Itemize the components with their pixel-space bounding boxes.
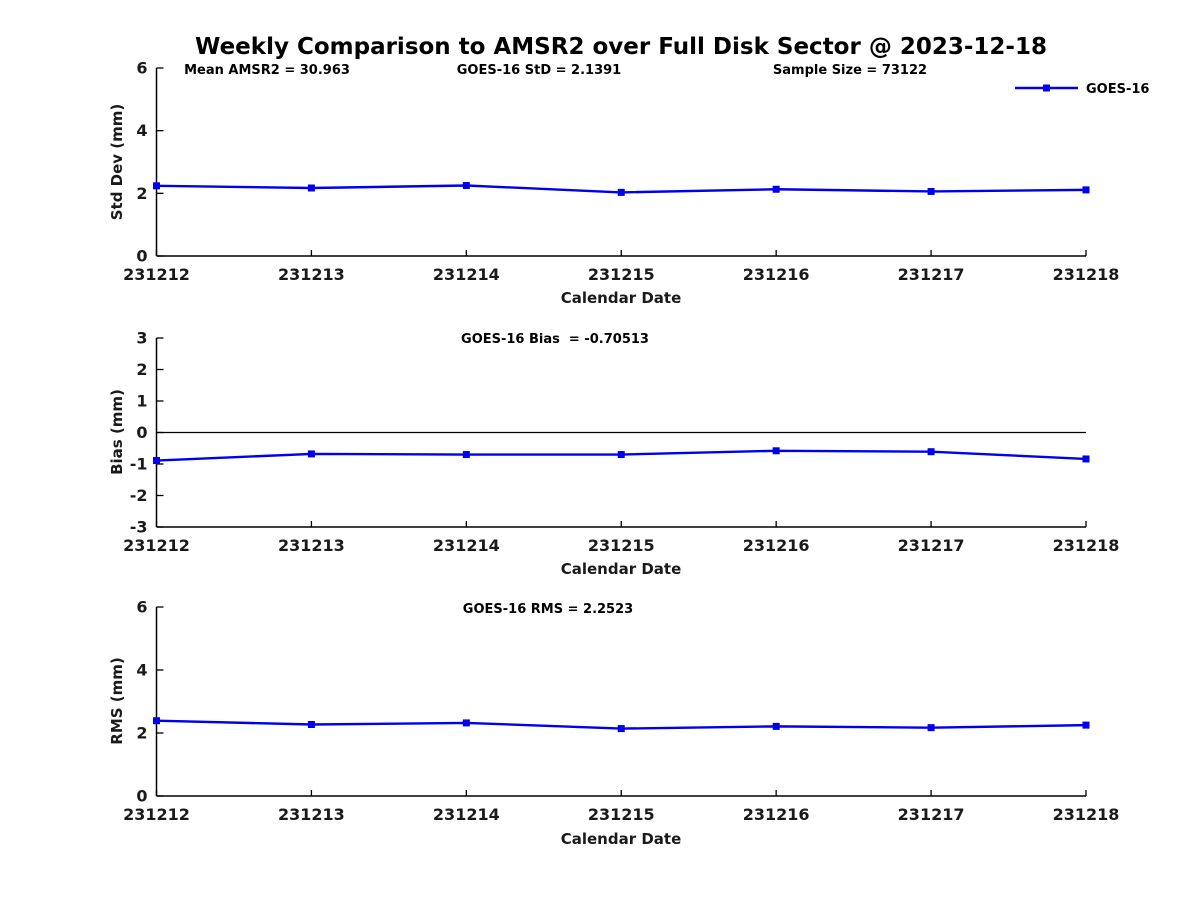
data-point-marker [153, 182, 160, 190]
annotation-goes16-std: GOES-16 StD = 2.1391 [457, 63, 621, 78]
bias-plot-area: -3 -2 -1 0 1 2 3 231212 231213 231214 231215 231216… [123, 329, 1119, 556]
data-point-marker [307, 720, 315, 728]
y-tick-label: 1 [136, 392, 147, 411]
annotation-mean-amsr2: Mean AMSR2 = 30.963 [184, 63, 350, 78]
x-tick-label: 231218 [1053, 805, 1120, 824]
x-tick-label: 231216 [743, 805, 810, 824]
annotation-goes16-rms: GOES-16 RMS = 2.2523 [463, 602, 633, 617]
x-tick-label: 231213 [278, 265, 345, 284]
x-tick-label: 231214 [433, 265, 500, 284]
x-tick-label: 231217 [898, 805, 965, 824]
data-point-marker [927, 187, 935, 195]
data-point-marker [772, 447, 780, 455]
data-point-marker [1082, 455, 1090, 463]
legend-marker [1043, 84, 1050, 92]
annotation-sample-size: Sample Size = 73122 [773, 63, 927, 78]
y-tick-label: -2 [130, 486, 148, 505]
y-tick-label: 4 [136, 121, 147, 140]
x-tick-label: 231212 [123, 265, 190, 284]
stddev-x-axis-label: Calendar Date [561, 289, 682, 307]
x-tick-label: 231215 [588, 265, 655, 284]
y-tick-label: 0 [136, 247, 147, 266]
x-tick-label: 231215 [588, 536, 655, 555]
x-tick-label: 231215 [588, 805, 655, 824]
y-tick-label: 2 [136, 184, 147, 203]
rms-y-axis-label: RMS (mm) [108, 657, 126, 744]
data-point-marker [617, 725, 625, 733]
y-tick-label: 0 [136, 787, 147, 806]
stddev-y-axis-label: Std Dev (mm) [108, 104, 126, 221]
data-point-marker [772, 722, 780, 730]
x-tick-label: 231218 [1053, 265, 1120, 284]
y-tick-label: -3 [130, 518, 148, 537]
y-tick-label: -1 [130, 455, 148, 474]
y-tick-label: 0 [136, 423, 147, 442]
legend-label: GOES-16 [1086, 82, 1149, 97]
data-point-marker [617, 451, 625, 459]
data-point-marker [927, 724, 935, 732]
y-tick-label: 2 [136, 724, 147, 743]
subplot-bias: GOES-16 Bias = -0.70513 Bias (mm) Calend… [108, 329, 1119, 579]
data-point-marker [617, 188, 625, 196]
figure-title: Weekly Comparison to AMSR2 over Full Dis… [195, 34, 1047, 60]
data-point-marker [153, 717, 160, 725]
stddev-plot-area: 0 2 4 6 231212 231213 231214 231215 231216 231217… [123, 59, 1119, 285]
x-tick-label: 231214 [433, 805, 500, 824]
x-tick-label: 231218 [1053, 536, 1120, 555]
x-tick-label: 231214 [433, 536, 500, 555]
data-point-marker [1082, 186, 1090, 194]
data-point-marker [307, 184, 315, 192]
annotation-goes16-bias: GOES-16 Bias = -0.70513 [461, 332, 649, 347]
x-tick-label: 231216 [743, 536, 810, 555]
data-point-marker [462, 451, 470, 459]
rms-x-axis-label: Calendar Date [561, 830, 682, 848]
y-tick-label: 6 [136, 59, 147, 78]
data-point-marker [153, 457, 160, 465]
x-tick-label: 231217 [898, 265, 965, 284]
data-point-marker [462, 719, 470, 727]
x-tick-label: 231216 [743, 265, 810, 284]
y-tick-label: 4 [136, 661, 147, 680]
data-point-marker [462, 182, 470, 189]
data-point-marker [772, 185, 780, 193]
y-tick-label: 3 [136, 329, 147, 348]
legend: GOES-16 [1015, 82, 1149, 97]
x-tick-label: 231213 [278, 536, 345, 555]
subplot-rms: GOES-16 RMS = 2.2523 RMS (mm) Calendar D… [108, 598, 1119, 849]
bias-y-axis-label: Bias (mm) [108, 389, 126, 475]
x-tick-label: 231217 [898, 536, 965, 555]
y-tick-label: 2 [136, 360, 147, 379]
subplot-stddev: Mean AMSR2 = 30.963 GOES-16 StD = 2.1391… [108, 59, 1119, 308]
x-tick-label: 231212 [123, 536, 190, 555]
data-point-marker [307, 450, 315, 458]
rms-plot-area: 0 2 4 6 231212 231213 231214 231215 231216 231217… [123, 598, 1119, 825]
x-tick-label: 231213 [278, 805, 345, 824]
data-point-marker [1082, 721, 1090, 729]
bias-x-axis-label: Calendar Date [561, 560, 682, 578]
data-point-marker [927, 448, 935, 456]
y-tick-label: 6 [136, 598, 147, 617]
x-tick-label: 231212 [123, 805, 190, 824]
